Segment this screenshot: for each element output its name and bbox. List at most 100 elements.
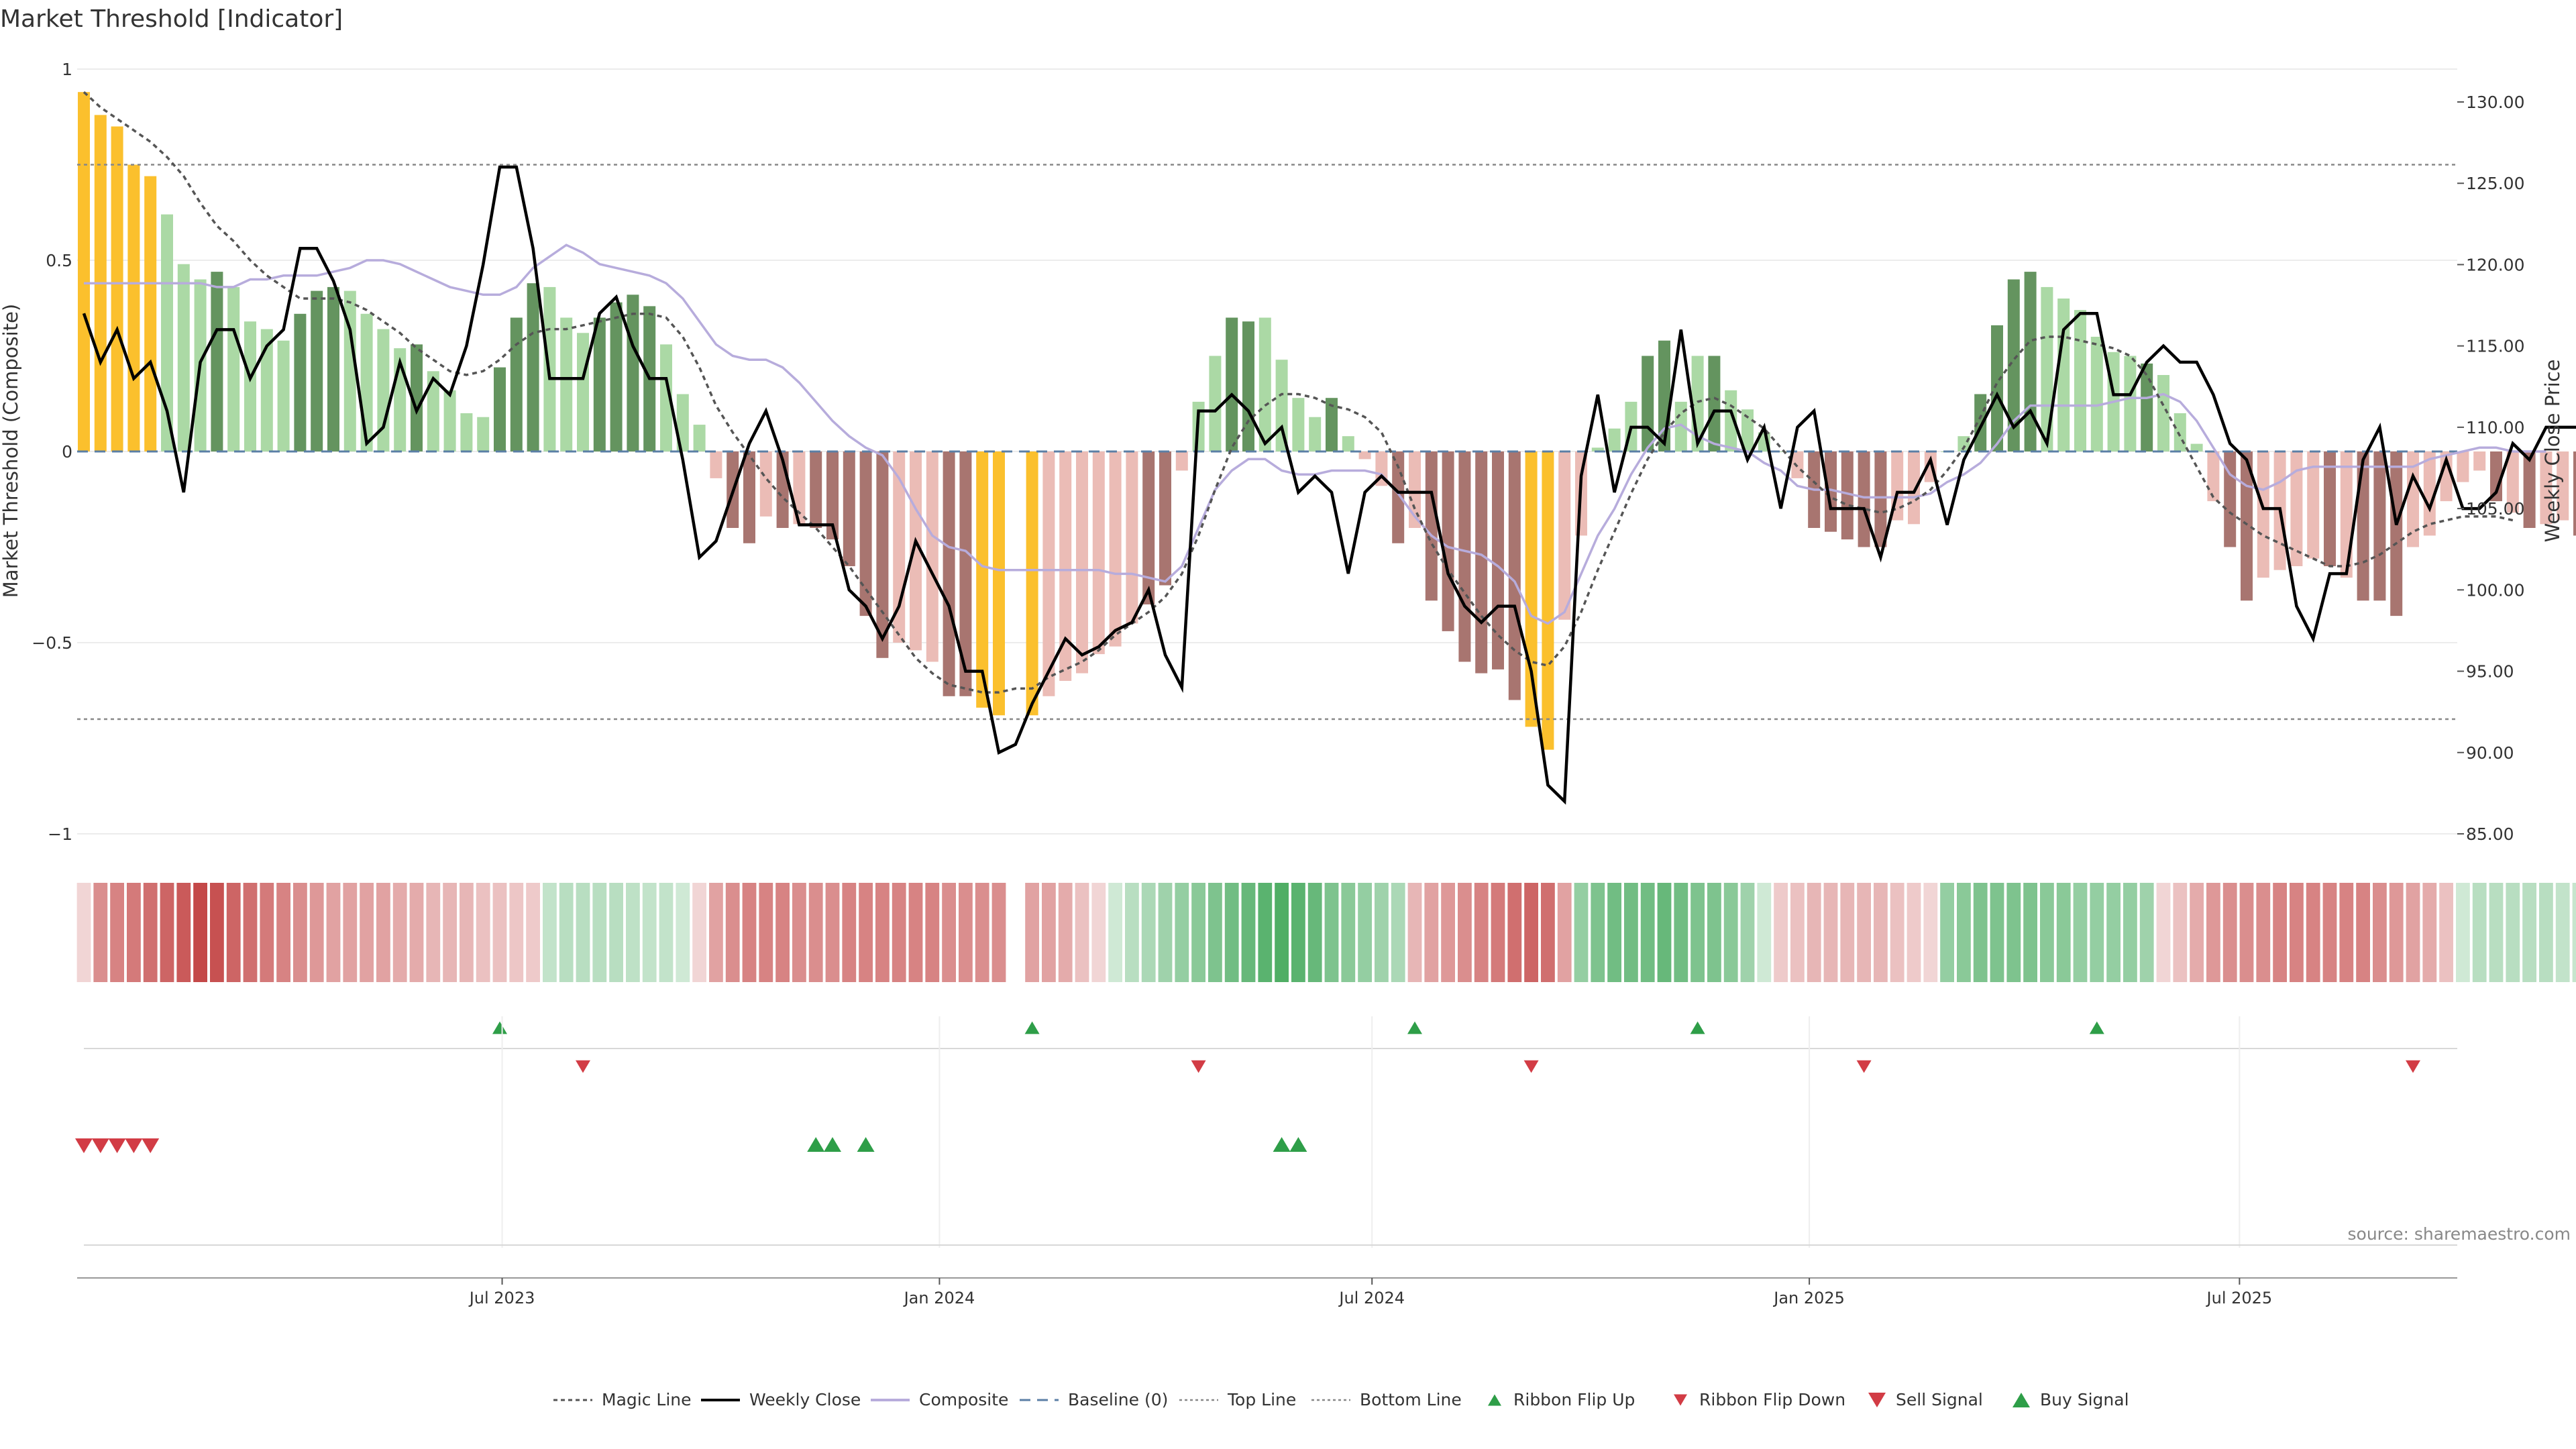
heat-strip-cell xyxy=(742,883,757,982)
histogram-bar xyxy=(1342,436,1354,451)
histogram-bar xyxy=(2473,451,2486,471)
heat-strip-cell xyxy=(93,883,108,982)
right-tick-label: 115.00 xyxy=(2466,337,2524,356)
left-tick-label: 0 xyxy=(62,442,72,462)
histogram-bar xyxy=(1358,451,1371,460)
histogram-bar xyxy=(793,451,806,525)
magic-line xyxy=(83,91,2514,694)
heat-strip-cell xyxy=(592,883,607,982)
histogram-bar xyxy=(294,313,307,451)
heat-strip-cell xyxy=(2373,883,2387,982)
heat-strip-cell xyxy=(1507,883,1522,982)
heat-strip-cell xyxy=(725,883,740,982)
right-axis-label: Weekly Close Price xyxy=(2541,360,2564,543)
histogram-bar xyxy=(1841,451,1854,540)
heat-strip-cell xyxy=(2389,883,2404,982)
heat-strip-cell xyxy=(1058,883,1073,982)
heat-strip-cell xyxy=(426,883,441,982)
histogram-bar xyxy=(2324,451,2336,566)
heat-strip-cell xyxy=(1957,883,1971,982)
x-tick-label: Jul 2024 xyxy=(1338,1289,1405,1307)
histogram-bar xyxy=(244,321,256,451)
heat-strip-cell xyxy=(626,883,640,982)
heat-strip-cell xyxy=(176,883,191,982)
heat-strip-cell xyxy=(709,883,723,982)
histogram-bar xyxy=(943,451,955,696)
histogram-bar xyxy=(144,176,157,451)
heat-strip-cell xyxy=(2040,883,2054,982)
buy-signal-marker xyxy=(807,1136,825,1152)
heat-strip-cell xyxy=(1990,883,2004,982)
histogram-bar xyxy=(1508,451,1521,700)
heat-strip-cell xyxy=(1375,883,1389,982)
heat-strip-cell xyxy=(692,883,706,982)
histogram-bar xyxy=(227,286,240,451)
heat-strip-cell xyxy=(2522,883,2536,982)
heat-strip-cell xyxy=(2073,883,2088,982)
heat-strip-cell xyxy=(276,883,290,982)
histogram-bar xyxy=(959,451,972,696)
histogram-bar xyxy=(560,317,573,451)
ribbon-flip-up-marker xyxy=(1407,1021,1422,1034)
sell-signal-marker xyxy=(125,1138,143,1154)
heat-strip-cell xyxy=(476,883,490,982)
histogram-bar xyxy=(1126,451,1138,624)
heat-strip-cell xyxy=(2572,883,2576,982)
buy-signal-marker xyxy=(1273,1136,1291,1152)
heat-strip-cell xyxy=(2322,883,2337,982)
x-tick-label: Jan 2025 xyxy=(1772,1289,1845,1307)
heat-strip-cell xyxy=(326,883,341,982)
histogram-bar xyxy=(1725,390,1737,451)
legend-swatch-sell xyxy=(1868,1392,1886,1408)
histogram-bar xyxy=(2373,451,2386,601)
heat-strip-cell xyxy=(642,883,657,982)
heat-strip-cell xyxy=(2173,883,2188,982)
histogram-bar xyxy=(1209,356,1222,451)
histogram-bar xyxy=(2457,451,2469,482)
histogram-bar xyxy=(1226,317,1238,451)
heat-strip-cell xyxy=(2539,883,2553,982)
heat-strip-cell xyxy=(1774,883,1788,982)
heat-strip-cell xyxy=(1940,883,1954,982)
histogram-bar xyxy=(1858,451,1870,547)
heat-strip-cell xyxy=(1125,883,1139,982)
histogram-bar xyxy=(1558,451,1571,620)
heat-strip-cell xyxy=(1407,883,1422,982)
heat-strip-cell xyxy=(659,883,674,982)
heat-strip-cell xyxy=(2456,883,2470,982)
ribbon-flip-down-marker xyxy=(576,1060,590,1073)
heat-strip-cell xyxy=(309,883,324,982)
heat-strip-cell xyxy=(2472,883,2487,982)
heat-strip-cell xyxy=(1874,883,1888,982)
right-tick-label: 110.00 xyxy=(2466,418,2524,437)
sell-signal-marker xyxy=(75,1138,93,1154)
legend-label: Top Line xyxy=(1227,1390,1296,1409)
left-axis-label: Market Threshold (Composite) xyxy=(0,304,22,598)
left-tick-label: −0.5 xyxy=(32,633,72,653)
histogram-bar xyxy=(260,329,273,451)
heat-strip-cell xyxy=(1574,883,1589,982)
histogram-bar xyxy=(1741,409,1754,451)
heat-strip-cell xyxy=(1358,883,1372,982)
histogram-bar xyxy=(443,390,456,451)
heat-strip-cell xyxy=(376,883,390,982)
histogram-bar xyxy=(1326,398,1338,451)
heat-strip-cell xyxy=(2023,883,2037,982)
histogram-bar xyxy=(2024,272,2037,451)
heat-strip-cell xyxy=(775,883,790,982)
heat-strip-cell xyxy=(2222,883,2237,982)
histogram-bar xyxy=(2241,451,2253,601)
histogram-bar xyxy=(2141,363,2153,451)
ribbon-flip-up-marker xyxy=(1690,1021,1705,1034)
right-tick-label: 120.00 xyxy=(2466,255,2524,274)
heat-strip-cell xyxy=(2156,883,2171,982)
heat-strip-cell xyxy=(1973,883,1988,982)
histogram-bar xyxy=(460,413,473,451)
legend-swatch-flip-up xyxy=(1488,1394,1501,1406)
heat-strip-cell xyxy=(2090,883,2104,982)
heat-strip-cell xyxy=(942,883,956,982)
heat-strip-cell xyxy=(76,883,91,982)
heat-strip-cell xyxy=(1458,883,1472,982)
histogram-bar xyxy=(1142,451,1155,604)
histogram-bar xyxy=(1159,451,1171,586)
